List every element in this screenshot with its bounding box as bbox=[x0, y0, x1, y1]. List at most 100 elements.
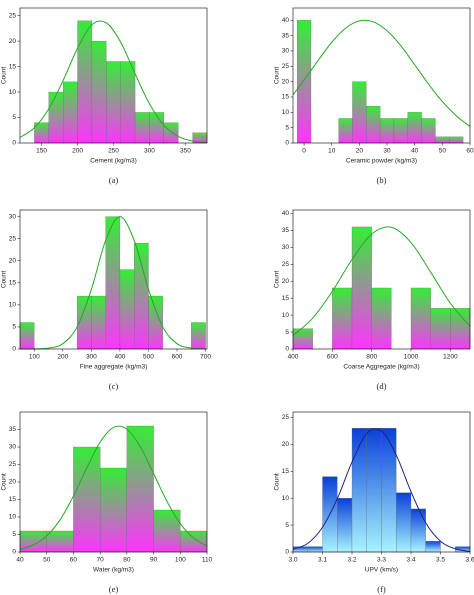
y-tick-label: 20 bbox=[282, 78, 290, 85]
x-tick-label: 70 bbox=[97, 557, 105, 564]
y-tick-label: 25 bbox=[282, 414, 290, 421]
panel-caption: (e) bbox=[109, 584, 119, 594]
x-tick-label: 300 bbox=[144, 148, 155, 155]
bar bbox=[371, 287, 392, 350]
bar bbox=[19, 322, 35, 350]
panel: 150 200 250 300 350 0 5 10 15 20 25 Cement (kg/m3) C… bbox=[1, 7, 208, 185]
x-tick-label: 600 bbox=[172, 354, 183, 361]
y-tick-label: 5 bbox=[285, 124, 289, 131]
plot-frame bbox=[292, 7, 471, 144]
bar bbox=[91, 295, 106, 350]
y-tick-label: 5 bbox=[285, 329, 289, 336]
y-axis-label: Count bbox=[1, 67, 8, 85]
bar bbox=[191, 322, 206, 350]
x-tick-label: 1000 bbox=[404, 354, 419, 361]
plot-frame bbox=[292, 209, 471, 350]
x-tick-label: 3.2 bbox=[347, 557, 356, 564]
x-tick-label: 0 bbox=[302, 148, 306, 155]
x-tick-label: 40 bbox=[16, 557, 24, 564]
y-tick-label: 20 bbox=[9, 479, 17, 486]
y-tick-label: 20 bbox=[282, 278, 290, 285]
y-tick-label: 20 bbox=[9, 38, 17, 45]
bar bbox=[99, 467, 128, 553]
y-tick-label: 0 bbox=[12, 140, 16, 147]
y-tick-label: 5 bbox=[285, 522, 289, 529]
panel: 3.0 3.1 3.2 3.3 3.4 3.5 3.6 0 5 10 15 20 25 UPV (km/s… bbox=[274, 411, 474, 594]
bar bbox=[153, 509, 181, 553]
bar bbox=[337, 498, 353, 553]
x-tick-label: 90 bbox=[150, 557, 158, 564]
y-tick-label: 25 bbox=[9, 461, 17, 468]
bar bbox=[134, 242, 149, 350]
x-axis-label: Fine aggregate (kg/m3) bbox=[80, 364, 148, 371]
fit-curve bbox=[292, 19, 471, 127]
x-tick-label: 20 bbox=[356, 148, 364, 155]
x-tick-label: 200 bbox=[57, 354, 68, 361]
y-tick-label: 10 bbox=[282, 495, 290, 502]
x-tick-label: 3.1 bbox=[318, 557, 327, 564]
y-tick-label: 25 bbox=[9, 12, 17, 19]
bar bbox=[292, 328, 313, 350]
panel-caption: (c) bbox=[109, 381, 119, 391]
bar bbox=[63, 81, 78, 144]
x-axis-label: Coarse Aggregate (kg/m3) bbox=[343, 364, 419, 371]
y-tick-label: 0 bbox=[285, 140, 289, 147]
x-tick-label: 40 bbox=[411, 148, 419, 155]
bar bbox=[119, 269, 135, 350]
panel-caption: (d) bbox=[377, 381, 387, 391]
x-tick-label: 1200 bbox=[443, 354, 458, 361]
bar bbox=[134, 112, 150, 144]
x-tick-label: 30 bbox=[383, 148, 391, 155]
x-tick-label: 800 bbox=[366, 354, 377, 361]
x-tick-label: 500 bbox=[143, 354, 154, 361]
panel: 40 50 60 70 80 90 100 110 0 5 10 15 20 25 30 35 Water (k… bbox=[1, 411, 213, 594]
y-tick-label: 25 bbox=[282, 261, 290, 268]
bar bbox=[126, 425, 154, 553]
bar bbox=[396, 492, 412, 553]
bar bbox=[163, 122, 179, 144]
y-tick-label: 5 bbox=[12, 324, 16, 331]
panel-caption: (b) bbox=[377, 175, 387, 185]
y-tick-label: 0 bbox=[12, 346, 16, 353]
y-tick-label: 40 bbox=[282, 210, 290, 217]
x-tick-label: 400 bbox=[114, 354, 125, 361]
y-tick-label: 35 bbox=[282, 32, 290, 39]
y-axis-label: Count bbox=[274, 271, 281, 289]
x-tick-label: 3.6 bbox=[465, 557, 474, 564]
bar bbox=[149, 112, 164, 144]
y-tick-label: 25 bbox=[9, 235, 17, 242]
bar bbox=[48, 91, 64, 144]
y-tick-label: 10 bbox=[9, 302, 17, 309]
bar bbox=[379, 118, 395, 144]
y-tick-label: 30 bbox=[282, 48, 290, 55]
plot-frame bbox=[19, 209, 208, 350]
y-tick-label: 30 bbox=[9, 444, 17, 451]
bar bbox=[430, 308, 451, 350]
y-tick-label: 0 bbox=[285, 346, 289, 353]
x-tick-label: 60 bbox=[466, 148, 474, 155]
bar bbox=[77, 20, 93, 144]
bar bbox=[352, 81, 367, 144]
bar bbox=[421, 118, 436, 144]
x-tick-label: 250 bbox=[108, 148, 119, 155]
y-tick-label: 35 bbox=[9, 426, 17, 433]
x-axis-label: Ceramic powder (kg/m3) bbox=[346, 158, 417, 165]
bar bbox=[393, 118, 408, 144]
x-tick-label: 200 bbox=[72, 148, 83, 155]
panel-caption: (a) bbox=[109, 175, 119, 185]
fit-curve bbox=[292, 428, 471, 552]
y-tick-label: 35 bbox=[282, 227, 290, 234]
fit-curve bbox=[19, 216, 206, 350]
bar bbox=[450, 308, 471, 350]
bar bbox=[407, 112, 422, 144]
bar bbox=[366, 428, 382, 553]
x-tick-label: 400 bbox=[288, 354, 299, 361]
x-tick-label: 100 bbox=[29, 354, 40, 361]
bar bbox=[307, 546, 323, 553]
x-tick-label: 80 bbox=[123, 557, 131, 564]
bar bbox=[435, 136, 450, 144]
x-axis-label: Cement (kg/m3) bbox=[90, 158, 137, 165]
y-tick-label: 5 bbox=[12, 114, 16, 121]
x-tick-label: 350 bbox=[180, 148, 191, 155]
